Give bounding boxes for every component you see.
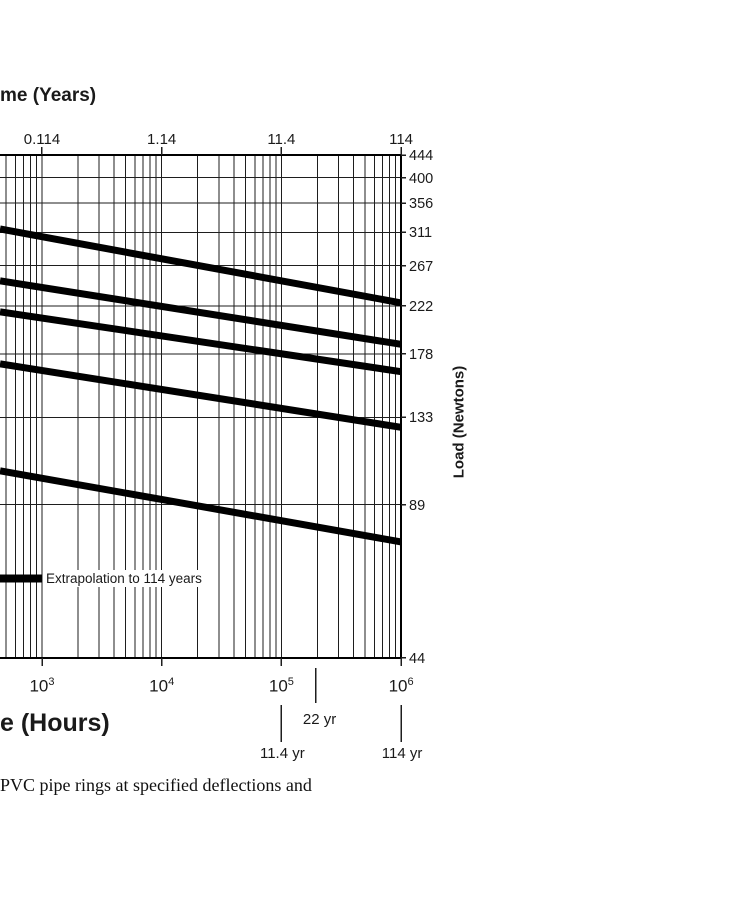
- hours-tick-label: 105: [268, 676, 294, 696]
- load-axis-title: Load (Newtons): [450, 365, 468, 479]
- load-tick-label: 222: [409, 298, 434, 315]
- load-relaxation-curve-1: [0, 225, 402, 307]
- extrapolation-annotation: Extrapolation to 114 years: [44, 570, 204, 587]
- load-relaxation-curve-4: [0, 360, 402, 431]
- hours-tick-label: 106: [388, 676, 414, 696]
- hours-tick-label: 103: [29, 676, 55, 696]
- load-tick-label: 400: [409, 170, 434, 187]
- top-axis-tick-label: 1.14: [147, 131, 177, 148]
- load-tick-label: 311: [409, 225, 433, 242]
- load-tick-label: 133: [409, 410, 434, 427]
- top-axis-tick-label: 0.114: [23, 131, 61, 148]
- year-marker-label: 22 yr: [302, 711, 337, 728]
- top-axis-tick-label: 11.4: [267, 131, 296, 148]
- hours-tick-label: 104: [149, 676, 175, 696]
- load-tick-label: 89: [409, 497, 426, 514]
- load-tick-label: 356: [409, 196, 434, 213]
- top-axis-tick-label: 114: [389, 131, 414, 148]
- load-relaxation-curve-5: [0, 467, 402, 546]
- hours-axis-title: e (Hours): [0, 709, 110, 737]
- load-tick-label: 178: [409, 346, 434, 363]
- year-marker-label: 11.4 yr: [259, 745, 305, 762]
- load-tick-label: 44: [409, 650, 426, 667]
- top-axis-title: me (Years): [0, 85, 97, 106]
- year-marker-label: 114 yr: [381, 745, 423, 762]
- load-tick-label: 444: [409, 148, 434, 164]
- load-relaxation-curve-3: [0, 308, 402, 376]
- load-tick-label: 267: [409, 258, 434, 275]
- figure-caption: PVC pipe rings at specified deflections …: [0, 775, 312, 795]
- load-relaxation-curve-2: [0, 277, 402, 348]
